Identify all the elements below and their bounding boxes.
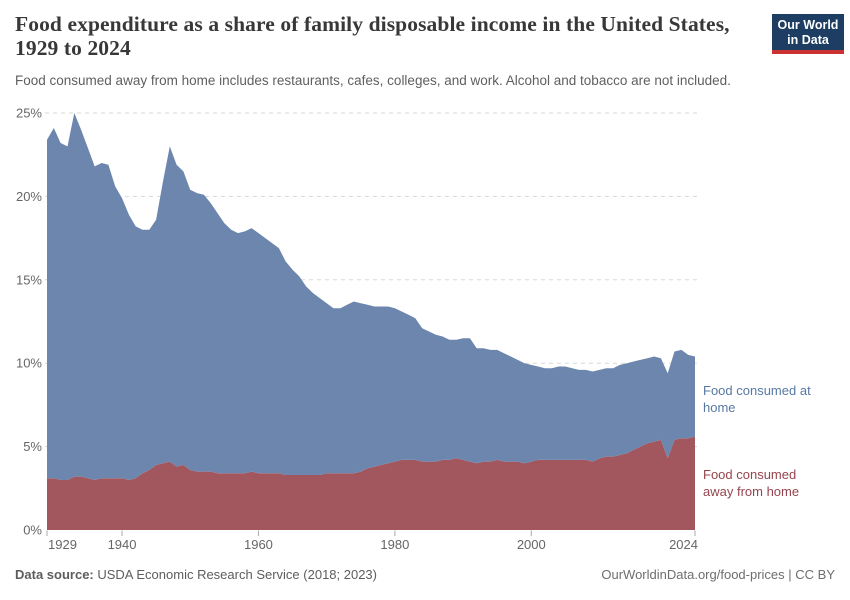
chart-title: Food expenditure as a share of family di… [15, 12, 730, 61]
chart-subtitle: Food consumed away from home includes re… [15, 72, 731, 88]
series-label-food-at-home: Food consumed at home [703, 383, 811, 416]
area-food-away-from-home [47, 436, 695, 530]
y-tick-label: 20% [16, 189, 42, 204]
y-tick-label: 15% [16, 272, 42, 287]
owid-logo-line2: in Data [787, 33, 829, 47]
x-tick-label: 1940 [108, 537, 137, 552]
data-source-label: Data source: [15, 567, 94, 582]
x-tick-label: 2024 [669, 537, 698, 552]
data-source: Data source: USDA Economic Research Serv… [15, 567, 377, 582]
data-source-text: USDA Economic Research Service (2018; 20… [93, 567, 377, 582]
y-tick-label: 25% [16, 106, 42, 121]
area-food-at-home [47, 113, 695, 480]
attribution: OurWorldinData.org/food-prices | CC BY [601, 567, 835, 582]
owid-logo: Our World in Data [772, 14, 844, 54]
y-tick-label: 10% [16, 356, 42, 371]
chart-footer: Data source: USDA Economic Research Serv… [15, 567, 835, 582]
series-label-food-away-from-home: Food consumed away from home [703, 467, 800, 500]
y-tick-label: 5% [23, 439, 42, 454]
chart-header: Food expenditure as a share of family di… [15, 12, 765, 89]
x-tick-label: 2000 [517, 537, 546, 552]
x-tick-label: 1980 [380, 537, 409, 552]
x-tick-label: 1960 [244, 537, 273, 552]
y-tick-label: 0% [23, 523, 42, 538]
x-tick-label: 1929 [48, 537, 77, 552]
owid-logo-line1: Our World [777, 18, 839, 32]
